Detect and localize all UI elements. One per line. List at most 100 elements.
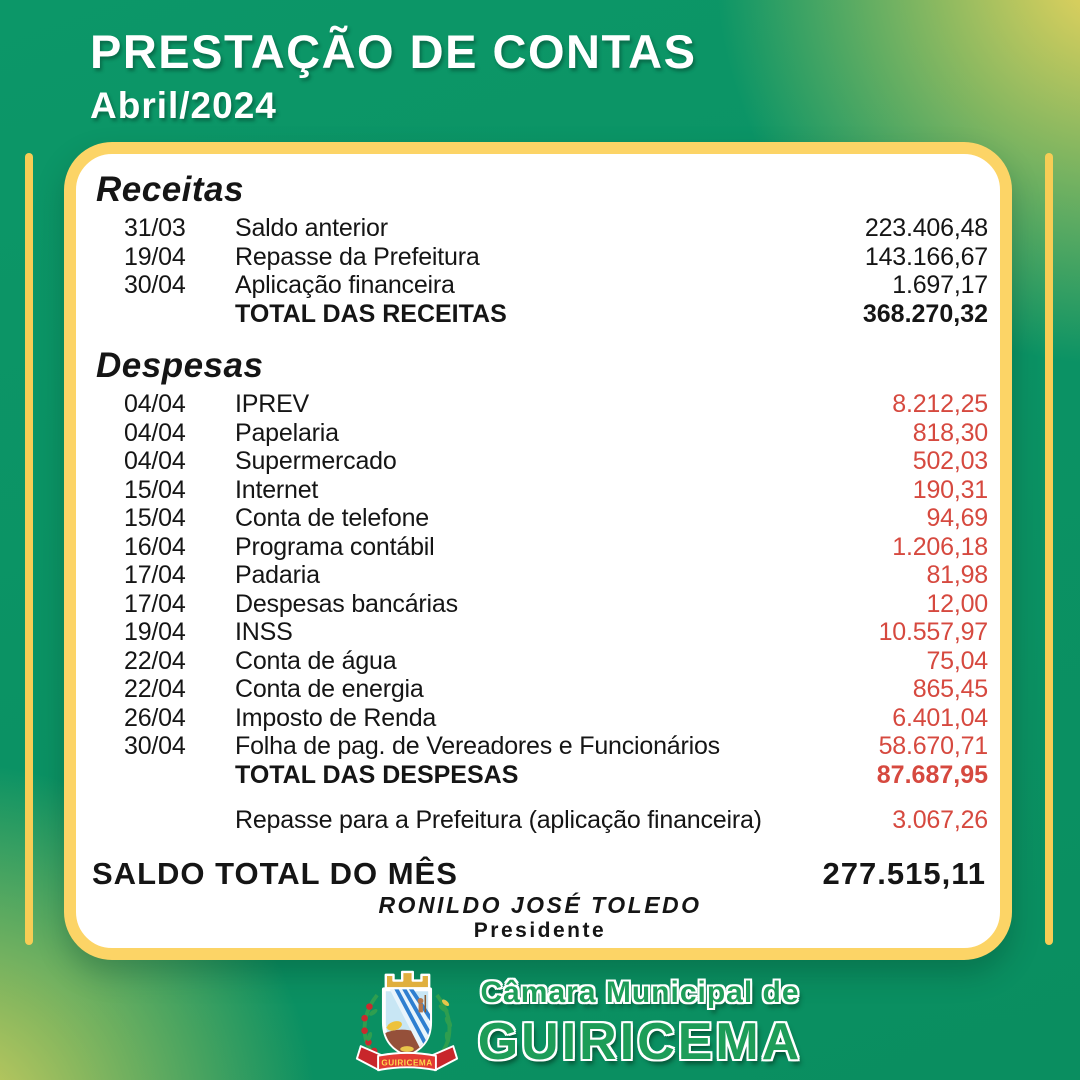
row-value: 818,30 — [912, 418, 988, 447]
row-description: Internet — [235, 475, 319, 504]
row-value: 12,00 — [926, 589, 988, 618]
row-description: Supermercado — [235, 447, 397, 475]
row-description: Folha de pag. de Vereadores e Funcionári… — [235, 732, 720, 760]
repasse-description: Repasse para a Prefeitura (aplicação fin… — [235, 806, 762, 834]
row-description: Padaria — [235, 561, 320, 589]
signature-role: Presidente — [473, 918, 607, 942]
signature-block: RONILDO JOSÉ TOLEDO Presidente — [92, 892, 988, 947]
despesas-total-label: TOTAL DAS DESPESAS — [235, 760, 519, 789]
row-description: Imposto de Renda — [235, 703, 437, 732]
right-accent-line — [1045, 153, 1053, 945]
row-date: 22/04 — [124, 646, 186, 675]
row-description: Aplicação financeira — [235, 271, 455, 299]
footer: GUIRICEMA Câmara Municipal de GUIRICEMA — [38, 962, 1080, 1080]
row-value: 94,69 — [926, 504, 988, 532]
row-value: 502,03 — [912, 447, 988, 475]
repasse-row: Repasse para a Prefeitura (aplicação fin… — [92, 806, 988, 835]
signature-name: RONILDO JOSÉ TOLEDO — [378, 891, 702, 918]
row-description: Repasse da Prefeitura — [235, 242, 480, 271]
row-date: 15/04 — [124, 504, 186, 532]
row-value: 223.406,48 — [864, 214, 988, 242]
row-value: 10.557,97 — [878, 618, 989, 646]
row-date: 17/04 — [124, 561, 186, 589]
organization-line2: GUIRICEMA — [477, 1013, 803, 1071]
repasse-value: 3.067,26 — [892, 806, 988, 834]
receitas-total-row: TOTAL DAS RECEITAS 368.270,32 — [92, 300, 988, 329]
row-date: 04/04 — [124, 390, 186, 418]
receitas-rows: 31/03 Saldo anterior 223.406,48 19/04 Re… — [92, 214, 988, 300]
expense-row: 22/04 Conta de energia 865,45 — [92, 675, 988, 704]
row-date: 22/04 — [124, 675, 186, 703]
crest-ribbon: GUIRICEMA — [355, 1045, 458, 1072]
row-description: Programa contábil — [235, 532, 435, 561]
row-description: Saldo anterior — [235, 214, 388, 242]
expense-row: 15/04 Conta de telefone 94,69 — [92, 504, 988, 533]
row-description: Conta de água — [235, 646, 397, 675]
despesas-rows: 04/04 IPREV 8.212,25 04/04 Papelaria 818… — [92, 390, 988, 761]
expense-row: 26/04 Imposto de Renda 6.401,04 — [92, 704, 988, 733]
despesas-total-row: TOTAL DAS DESPESAS 87.687,95 — [92, 761, 988, 790]
saldo-label: SALDO TOTAL DO MÊS — [92, 855, 458, 891]
row-value: 143.166,67 — [864, 242, 988, 271]
row-description: Despesas bancárias — [235, 589, 458, 618]
row-date: 15/04 — [124, 475, 186, 504]
expense-row: 30/04 Folha de pag. de Vereadores e Func… — [92, 732, 988, 761]
row-date: 17/04 — [124, 589, 186, 618]
expense-row: 16/04 Programa contábil 1.206,18 — [92, 533, 988, 562]
crest-ribbon-text: GUIRICEMA — [381, 1058, 432, 1067]
page-header: PRESTAÇÃO DE CONTAS Abril/2024 — [90, 24, 696, 127]
expense-row: 17/04 Padaria 81,98 — [92, 561, 988, 590]
income-row: 19/04 Repasse da Prefeitura 143.166,67 — [92, 243, 988, 272]
expense-row: 22/04 Conta de água 75,04 — [92, 647, 988, 676]
row-value: 8.212,25 — [892, 390, 988, 418]
row-value: 58.670,71 — [878, 732, 989, 760]
receitas-heading: Receitas — [96, 170, 244, 209]
row-date: 19/04 — [124, 618, 186, 646]
expense-row: 04/04 Papelaria 818,30 — [92, 419, 988, 448]
saldo-value: 277.515,11 — [822, 855, 986, 891]
row-date: 31/03 — [124, 214, 186, 242]
expense-row: 04/04 IPREV 8.212,25 — [92, 390, 988, 419]
expense-row: 15/04 Internet 190,31 — [92, 476, 988, 505]
income-row: 30/04 Aplicação financeira 1.697,17 — [92, 271, 988, 300]
organization-line1: Câmara Municipal de — [480, 976, 800, 1009]
municipal-crest-icon: GUIRICEMA — [355, 970, 458, 1072]
left-accent-line — [25, 153, 33, 945]
row-value: 75,04 — [926, 646, 988, 675]
crest-crown — [384, 970, 431, 990]
row-date: 30/04 — [124, 271, 186, 299]
row-description: INSS — [235, 618, 293, 646]
organization-name: Câmara Municipal de GUIRICEMA — [478, 976, 803, 1072]
page-subtitle: Abril/2024 — [90, 85, 277, 126]
expense-row: 17/04 Despesas bancárias 12,00 — [92, 590, 988, 619]
row-value: 6.401,04 — [892, 703, 988, 732]
row-value: 1.697,17 — [892, 271, 988, 299]
row-value: 865,45 — [912, 675, 988, 703]
row-date: 19/04 — [124, 242, 186, 271]
receitas-total-label: TOTAL DAS RECEITAS — [235, 299, 507, 328]
row-description: Conta de energia — [235, 675, 424, 703]
despesas-heading: Despesas — [96, 346, 264, 385]
income-row: 31/03 Saldo anterior 223.406,48 — [92, 214, 988, 243]
despesas-total-value: 87.687,95 — [876, 760, 988, 789]
despesas-section: Despesas 04/04 IPREV 8.212,25 04/04 Pape… — [92, 328, 988, 789]
report-card: Receitas 31/03 Saldo anterior 223.406,48… — [64, 142, 1012, 960]
row-value: 190,31 — [912, 475, 988, 504]
row-description: IPREV — [235, 390, 310, 418]
expense-row: 19/04 INSS 10.557,97 — [92, 618, 988, 647]
row-date: 04/04 — [124, 447, 186, 475]
row-description: Papelaria — [235, 418, 339, 447]
receitas-total-value: 368.270,32 — [862, 299, 988, 328]
row-date: 30/04 — [124, 732, 186, 760]
row-description: Conta de telefone — [235, 504, 429, 532]
row-date: 26/04 — [124, 703, 186, 732]
expense-row: 04/04 Supermercado 502,03 — [92, 447, 988, 476]
page-title: PRESTAÇÃO DE CONTAS — [90, 25, 697, 78]
row-date: 16/04 — [124, 532, 186, 561]
row-value: 81,98 — [926, 561, 988, 589]
row-value: 1.206,18 — [892, 532, 988, 561]
row-date: 04/04 — [124, 418, 186, 447]
saldo-row: SALDO TOTAL DO MÊS 277.515,11 — [92, 856, 988, 892]
receitas-section: Receitas 31/03 Saldo anterior 223.406,48… — [92, 166, 988, 328]
